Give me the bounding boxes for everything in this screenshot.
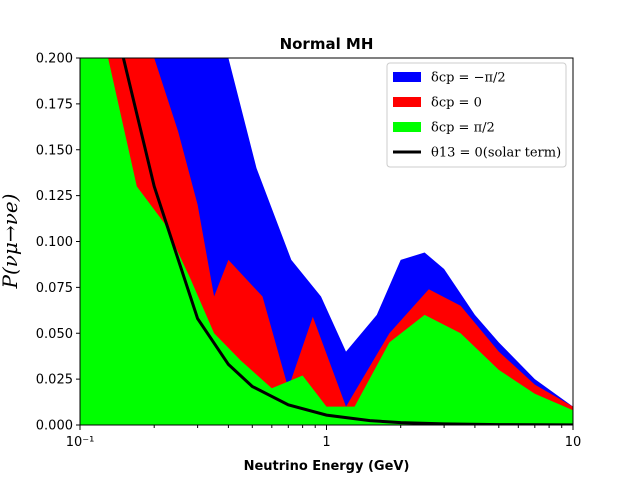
y-tick-label: 0.050 [36,327,73,342]
y-tick-label: 0.100 [36,235,73,250]
x-tick-label: 10 [565,435,582,450]
y-axis: 0.000 0.025 0.050 0.075 0.100 0.125 0.150 0.175… [36,52,80,434]
y-tick-label: 0.200 [36,52,73,67]
y-tick-label: 0.175 [36,97,73,112]
x-axis: 10⁻¹ 1 10 [66,425,582,450]
chart-title: Normal MH [280,35,374,53]
y-tick-label: 0.075 [36,281,73,296]
legend: δcp = −π/2 δcp = 0 δcp = π/2 θ13 = 0(solar … [387,63,566,167]
y-tick-label: 0.125 [36,189,73,204]
legend-label: δcp = π/2 [431,121,495,136]
y-axis-label: P(νμ→νe) [0,194,22,290]
legend-label: θ13 = 0(solar term) [431,146,561,161]
x-axis-label: Neutrino Energy (GeV) [244,459,410,474]
x-tick-label: 1 [322,435,330,450]
legend-label: δcp = 0 [431,96,482,111]
legend-label: δcp = −π/2 [431,71,506,86]
y-tick-label: 0.150 [36,143,73,158]
legend-swatch [393,72,421,82]
y-tick-label: 0.000 [36,419,73,434]
chart: Normal MH 0.000 0.025 0.050 0.075 0.100 0.125… [0,0,637,478]
x-tick-label: 10⁻¹ [66,435,95,450]
y-tick-label: 0.025 [36,373,73,388]
legend-swatch [393,122,421,132]
legend-swatch [393,97,421,107]
